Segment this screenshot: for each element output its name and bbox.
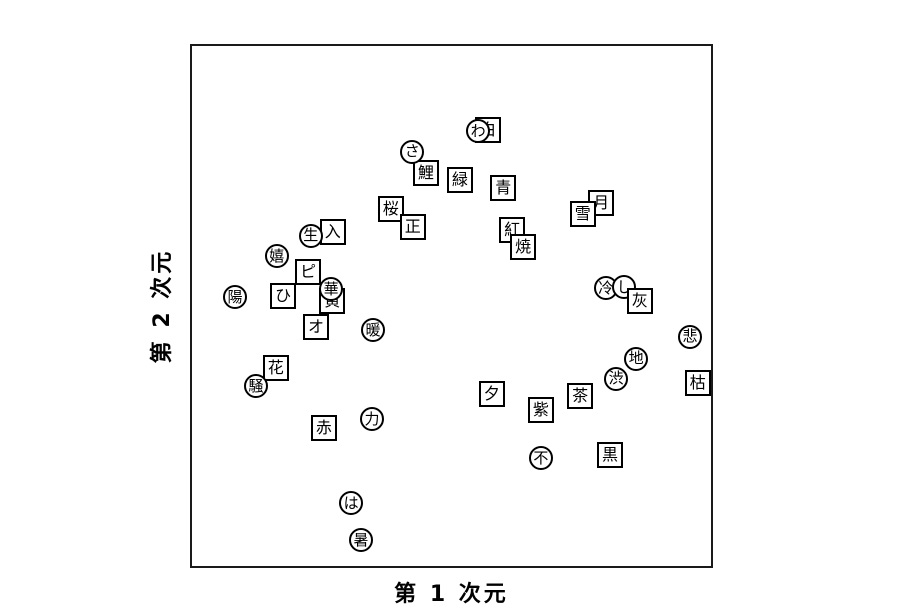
data-point-circle: わ [466, 119, 491, 143]
data-point-circle: 暖 [361, 318, 385, 343]
data-point-square: 花 [262, 354, 289, 381]
data-point-square: ひ [270, 283, 297, 309]
data-point-square: ピ [295, 258, 322, 285]
data-point-square: オ [303, 314, 329, 340]
data-point-circle: さ [400, 139, 425, 164]
y-axis-label: 第 2 次元 [150, 248, 175, 364]
data-point-square: 入 [319, 219, 346, 246]
data-point-square: 正 [399, 213, 426, 240]
data-point-square: 茶 [567, 383, 594, 410]
data-point-circle: 騒 [243, 374, 268, 399]
data-point-square: 青 [490, 175, 517, 202]
data-point-square: 桜 [377, 196, 404, 223]
data-point-square: 枯 [684, 370, 711, 396]
data-point-circle: 渋 [604, 366, 629, 391]
data-point-circle: 地 [624, 346, 649, 371]
data-point-square: 灰 [626, 287, 653, 314]
data-point-square: 夕 [478, 381, 505, 407]
data-point-circle: は [339, 491, 364, 515]
x-axis-label: 第 1 次元 [394, 582, 509, 607]
data-point-circle: 悲 [678, 324, 702, 349]
data-point-circle: 嬉 [264, 244, 289, 269]
data-point-square: 赤 [310, 415, 337, 442]
data-point-circle: 陽 [223, 285, 247, 310]
data-point-square: 焼 [510, 233, 537, 260]
data-point-circle: 華 [319, 277, 344, 302]
data-point-circle: 暑 [349, 528, 373, 553]
data-point-square: 紫 [527, 396, 554, 423]
data-point-square: 黒 [597, 441, 623, 468]
data-point-square: 鯉 [412, 159, 439, 186]
data-point-circle: 不 [528, 446, 553, 470]
data-point-circle: 力 [360, 407, 384, 432]
data-point-square: 雪 [569, 200, 596, 227]
data-point-circle: 生 [298, 223, 323, 248]
data-point-square: 緑 [446, 167, 473, 194]
marker-layer: 月雪鯉さ白わ緑青桜正紅焼入生嬉ピひ陽黄華オ暖冷し灰悲地渋枯茶花騒赤力夕紫不黒は暑 [190, 44, 713, 568]
